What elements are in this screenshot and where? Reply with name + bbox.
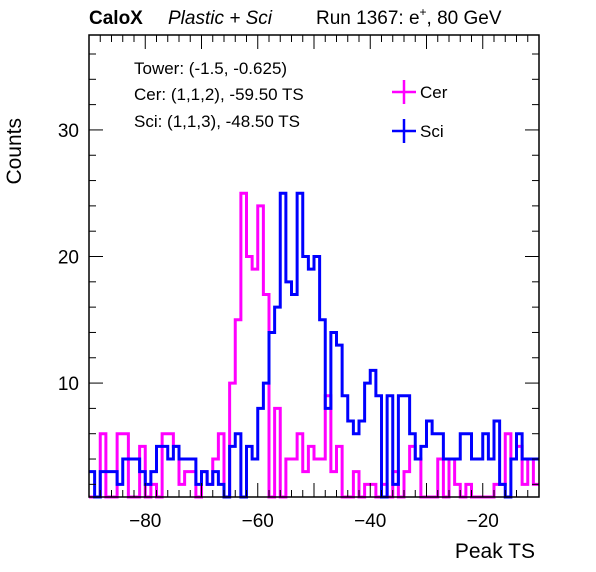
x-tick-label: −40: [354, 511, 386, 532]
config-label: Plastic + Sci: [168, 8, 273, 29]
run-label: Run 1367: e+, 80 GeV: [316, 5, 502, 29]
info-tower: Tower: (-1.5, -0.625): [134, 59, 287, 78]
y-tick-label: 10: [58, 374, 79, 395]
x-tick-label: −20: [467, 511, 499, 532]
legend-label-sci: Sci: [420, 122, 444, 141]
x-tick-label: −60: [242, 511, 274, 532]
legend-label-cer: Cer: [420, 83, 448, 102]
y-tick-label: 20: [58, 248, 79, 269]
y-tick-label: 30: [58, 121, 79, 142]
series-sci-histogram: [89, 191, 539, 499]
x-axis-title: Peak TS: [455, 540, 535, 563]
series-cer-histogram: [89, 191, 539, 499]
experiment-name: CaloX: [89, 8, 143, 29]
info-sci: Sci: (1,1,3), -48.50 TS: [134, 112, 300, 131]
legend: Cer Sci: [392, 80, 448, 143]
plot-frame: [88, 34, 540, 498]
series-layer: [89, 191, 539, 499]
legend-marker-cer: [392, 80, 416, 104]
info-cer: Cer: (1,1,2), -59.50 TS: [134, 85, 304, 104]
x-tick-label: −80: [129, 511, 161, 532]
tick-layer: −80 −60 −40 −20 10 20 30: [58, 35, 540, 532]
legend-marker-sci: [392, 119, 416, 143]
y-axis-title: Counts: [3, 118, 26, 185]
